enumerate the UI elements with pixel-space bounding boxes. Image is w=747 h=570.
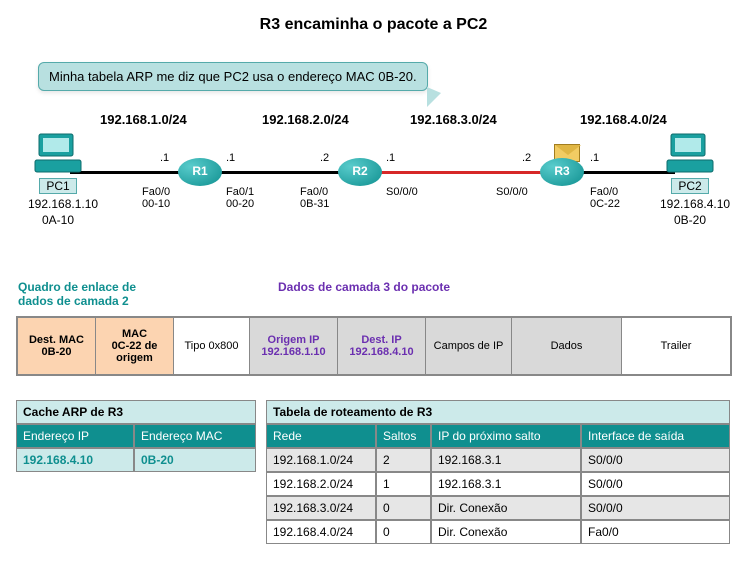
- net-label: 192.168.2.0/24: [262, 112, 349, 127]
- routing-table: Tabela de roteamento de R3 Rede Saltos I…: [266, 400, 730, 544]
- frame-cell-value: 192.168.4.10: [349, 346, 413, 358]
- rt-cell: 0: [376, 520, 431, 544]
- rt-header: Saltos: [376, 424, 431, 448]
- frame-cell-value: 0C-22 de origem: [100, 340, 169, 364]
- arp-table: Cache ARP de R3 Endereço IP Endereço MAC…: [16, 400, 256, 544]
- l2-header: Quadro de enlace de dados de camada 2: [18, 280, 168, 308]
- frame-cell-label: Dest. MAC: [29, 334, 84, 346]
- table-row: 192.168.4.0/240Dir. ConexãoFa0/0: [266, 520, 730, 544]
- if-label: S0/0/0: [496, 186, 528, 198]
- if-label: 00-10: [142, 198, 170, 210]
- arp-header: Endereço IP: [16, 424, 134, 448]
- rt-cell: 2: [376, 448, 431, 472]
- arp-cell: 192.168.4.10: [16, 448, 134, 472]
- router-r2: R2: [338, 158, 382, 186]
- net-label: 192.168.4.0/24: [580, 112, 667, 127]
- rt-header: Interface de saída: [581, 424, 730, 448]
- rt-cell: 192.168.1.0/24: [266, 448, 376, 472]
- rt-cell: 1: [376, 472, 431, 496]
- table-row: 192.168.3.0/240Dir. ConexãoS0/0/0: [266, 496, 730, 520]
- frame-table: Dest. MAC 0B-20 MAC 0C-22 de origem Tipo…: [16, 316, 732, 376]
- rt-cell: 192.168.3.0/24: [266, 496, 376, 520]
- rt-cell: S0/0/0: [581, 496, 730, 520]
- pc2: PC2 192.168.4.10 0B-20: [660, 132, 720, 227]
- topology-diagram: Minha tabela ARP me diz que PC2 usa o en…: [0, 62, 747, 262]
- if-label: Fa0/0: [300, 186, 328, 198]
- rt-cell: S0/0/0: [581, 472, 730, 496]
- page-title: R3 encaminha o pacote a PC2: [0, 0, 747, 42]
- if-label: Fa0/1: [226, 186, 254, 198]
- frame-cell-value: Dados: [551, 340, 583, 352]
- router-r3: R3: [540, 158, 584, 186]
- if-label: S0/0/0: [386, 186, 418, 198]
- rt-cell: 192.168.3.1: [431, 472, 581, 496]
- pc2-mac: 0B-20: [660, 213, 720, 227]
- frame-cell-value: Trailer: [661, 340, 692, 352]
- pc1: PC1 192.168.1.10 0A-10: [28, 132, 88, 227]
- if-label: Fa0/0: [142, 186, 170, 198]
- arp-cell: 0B-20: [134, 448, 256, 472]
- frame-cell-label: Dest. IP: [361, 334, 401, 346]
- router-r1: R1: [178, 158, 222, 186]
- rt-cell: Dir. Conexão: [431, 520, 581, 544]
- arp-header: Endereço MAC: [134, 424, 256, 448]
- net-label: 192.168.3.0/24: [410, 112, 497, 127]
- rt-cell: Fa0/0: [581, 520, 730, 544]
- pc1-ip: 192.168.1.10: [28, 197, 88, 211]
- rt-cell: 0: [376, 496, 431, 520]
- frame-cell-value: 0B-20: [42, 346, 72, 358]
- rt-cell: Dir. Conexão: [431, 496, 581, 520]
- arp-title: Cache ARP de R3: [16, 400, 256, 424]
- if-label: .2: [320, 152, 329, 164]
- pc1-mac: 0A-10: [28, 213, 88, 227]
- if-label: 0C-22: [590, 198, 620, 210]
- frame-cell-label: MAC: [122, 328, 147, 340]
- speech-callout: Minha tabela ARP me diz que PC2 usa o en…: [38, 62, 428, 91]
- if-label: 0B-31: [300, 198, 329, 210]
- if-label: .1: [226, 152, 235, 164]
- rt-cell: 192.168.4.0/24: [266, 520, 376, 544]
- rt-header: Rede: [266, 424, 376, 448]
- if-label: .2: [522, 152, 531, 164]
- pc-icon: [33, 132, 83, 176]
- if-label: .1: [386, 152, 395, 164]
- table-row: 192.168.2.0/241192.168.3.1S0/0/0: [266, 472, 730, 496]
- net-label: 192.168.1.0/24: [100, 112, 187, 127]
- frame-cell-label: Origem IP: [268, 334, 320, 346]
- pc2-label: PC2: [671, 178, 708, 194]
- if-label: .1: [160, 152, 169, 164]
- rt-cell: 192.168.3.1: [431, 448, 581, 472]
- if-label: 00-20: [226, 198, 254, 210]
- frame-cell-value: Tipo 0x800: [184, 340, 238, 352]
- table-row: 192.168.1.0/242192.168.3.1S0/0/0: [266, 448, 730, 472]
- rt-header: IP do próximo salto: [431, 424, 581, 448]
- callout-text: Minha tabela ARP me diz que PC2 usa o en…: [49, 69, 417, 84]
- rt-cell: 192.168.2.0/24: [266, 472, 376, 496]
- rt-title: Tabela de roteamento de R3: [266, 400, 730, 424]
- frame-cell-value: 192.168.1.10: [261, 346, 325, 358]
- if-label: .1: [590, 152, 599, 164]
- pc2-ip: 192.168.4.10: [660, 197, 720, 211]
- frame-cell-value: Campos de IP: [434, 340, 504, 352]
- if-label: Fa0/0: [590, 186, 618, 198]
- rt-cell: S0/0/0: [581, 448, 730, 472]
- l3-header: Dados de camada 3 do pacote: [278, 280, 458, 294]
- pc1-label: PC1: [39, 178, 76, 194]
- pc-icon: [665, 132, 715, 176]
